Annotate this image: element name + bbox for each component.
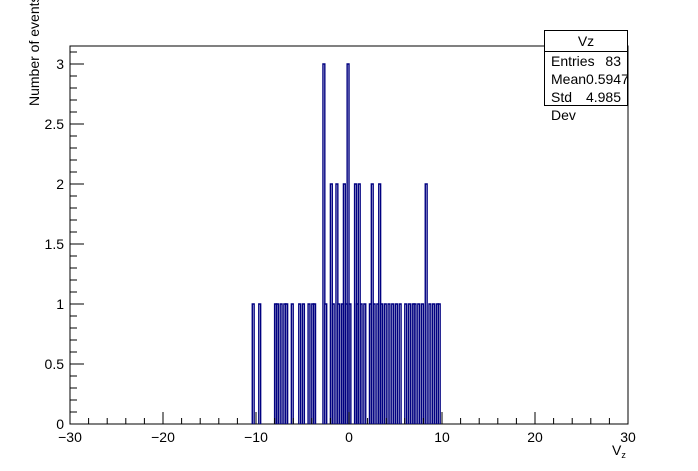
- stats-label: Mean: [551, 71, 587, 87]
- stats-value: 83: [605, 53, 621, 69]
- histogram-bin: [417, 303, 421, 424]
- histogram-bin: [312, 303, 317, 424]
- stats-label: Std Dev: [551, 89, 576, 123]
- histogram-bin: [307, 303, 311, 424]
- histogram-bin: [383, 303, 387, 424]
- histogram-bin: [437, 303, 441, 424]
- histogram-bin: [251, 303, 255, 424]
- stats-value: 4.985: [585, 89, 621, 105]
- x-tick-label: −30: [58, 429, 82, 445]
- histogram-bin: [424, 183, 428, 424]
- histogram-bin: [420, 303, 425, 424]
- y-tick-label: 3: [56, 56, 64, 72]
- histogram-bin: [394, 303, 399, 424]
- histogram-bin: [331, 303, 335, 424]
- histogram-bin: [428, 303, 432, 424]
- x-axis-label-subscript: z: [621, 450, 626, 460]
- x-axis-label: Vz: [612, 442, 626, 460]
- stats-label: Entries: [551, 53, 595, 69]
- histogram-bin: [348, 303, 352, 424]
- histogram-bin: [258, 303, 262, 424]
- x-tick-label: −10: [244, 429, 268, 445]
- histogram-bin: [387, 303, 391, 424]
- histogram-bin: [398, 303, 402, 424]
- histogram-bin: [322, 63, 326, 424]
- y-axis-label: Number of events: [26, 0, 42, 106]
- y-tick-label: 1: [56, 296, 64, 312]
- y-tick-label: 2: [56, 176, 64, 192]
- y-tick-label: 1.5: [45, 236, 65, 252]
- histogram-bin: [285, 303, 289, 424]
- y-tick-label: 2.5: [45, 116, 65, 132]
- histogram-bin: [337, 303, 341, 424]
- histogram-bin: [324, 303, 328, 424]
- histogram-bin: [279, 303, 283, 424]
- stats-value: 0.5947: [586, 71, 629, 87]
- histogram-bin: [290, 303, 294, 424]
- x-tick-label: −20: [151, 429, 175, 445]
- histogram-bin: [391, 303, 395, 424]
- x-tick-label: 0: [345, 429, 353, 445]
- histogram-bin: [346, 63, 350, 424]
- histogram-bin: [298, 303, 302, 424]
- histogram-bin: [359, 303, 363, 424]
- y-tick-label: 0.5: [45, 356, 65, 372]
- y-tick-label: 0: [56, 416, 64, 432]
- histogram-bin: [404, 303, 408, 424]
- x-tick-label: 10: [434, 429, 450, 445]
- histogram-bin: [407, 303, 412, 424]
- stats-title: Vz: [545, 31, 627, 52]
- stats-box: Vz Entries 83 Mean 0.5947 Std Dev 4.985: [544, 30, 629, 123]
- x-tick-label: 20: [527, 429, 543, 445]
- histogram-bin: [275, 303, 280, 424]
- histogram-bin: [372, 303, 376, 424]
- stats-row-mean: Mean 0.5947: [545, 70, 629, 88]
- histogram-bin: [413, 303, 417, 424]
- histogram-bin: [432, 303, 436, 424]
- histogram-bin: [301, 303, 306, 424]
- stats-row-entries: Entries 83: [545, 52, 627, 70]
- histogram-bin: [363, 303, 367, 424]
- histogram-bin: [379, 303, 384, 424]
- stats-row-stddev: Std Dev 4.985: [545, 88, 627, 123]
- x-axis-label-main: V: [612, 442, 622, 458]
- x-tick-label: 30: [620, 429, 636, 445]
